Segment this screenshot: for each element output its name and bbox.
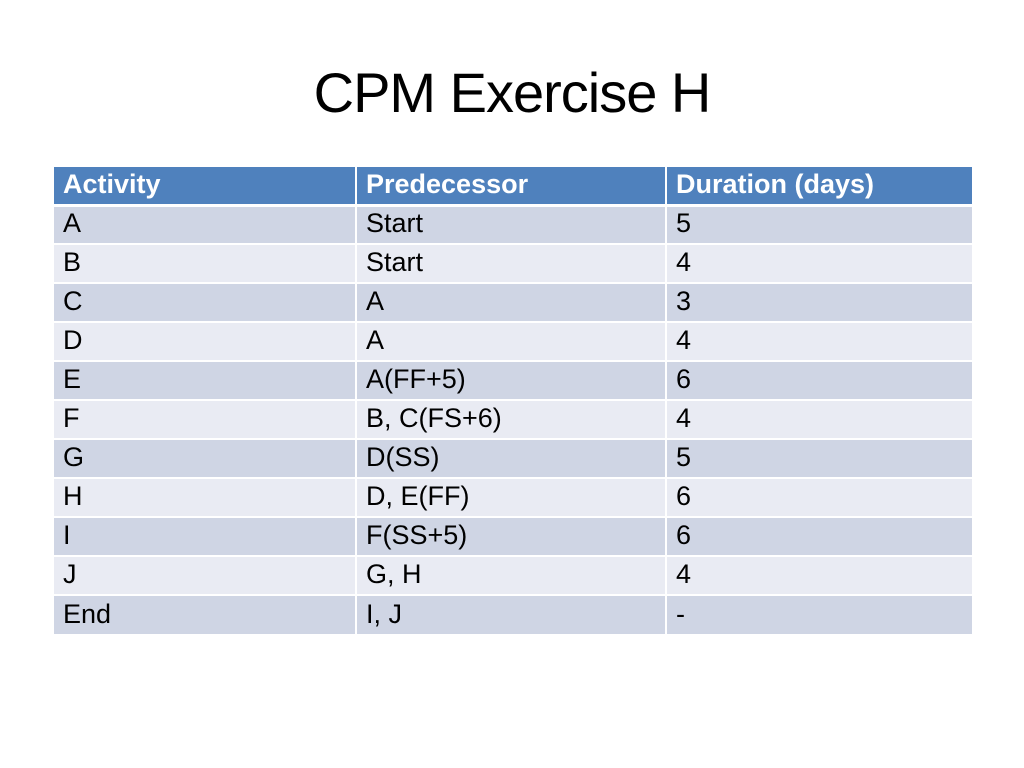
duration-cell: -	[665, 594, 972, 634]
duration-cell: 6	[665, 477, 972, 518]
duration-cell: 4	[665, 321, 972, 362]
predecessor-cell: G, H	[355, 555, 667, 596]
table-row: I F(SS+5) 6	[54, 516, 972, 557]
activity-cell: J	[54, 555, 357, 596]
duration-cell: 3	[665, 282, 972, 323]
duration-cell: 4	[665, 243, 972, 284]
activity-cell: D	[54, 321, 357, 362]
table-row: B Start 4	[54, 243, 972, 284]
duration-cell: 5	[665, 438, 972, 479]
activity-cell: C	[54, 282, 357, 323]
predecessor-cell: Start	[355, 204, 667, 245]
table-row: H D, E(FF) 6	[54, 477, 972, 518]
activity-cell: E	[54, 360, 357, 401]
table-row: End I, J-	[54, 594, 972, 634]
predecessor-cell: I, J	[355, 594, 667, 634]
predecessor-cell: A(FF+5)	[355, 360, 667, 401]
table-row: G D(SS) 5	[54, 438, 972, 479]
column-header-predecessor: Predecessor	[355, 167, 667, 207]
table-header: Activity Predecessor Duration (days)	[54, 167, 972, 207]
predecessor-cell: A	[355, 321, 667, 362]
predecessor-cell: F(SS+5)	[355, 516, 667, 557]
activity-cell: F	[54, 399, 357, 440]
predecessor-cell: A	[355, 282, 667, 323]
activity-cell: End	[54, 594, 357, 634]
activity-cell: A	[54, 204, 357, 245]
table-row: F B, C(FS+6) 4	[54, 399, 972, 440]
table-row: A Start 5	[54, 204, 972, 245]
duration-cell: 6	[665, 360, 972, 401]
activity-cell: G	[54, 438, 357, 479]
activity-cell: B	[54, 243, 357, 284]
table-body: A Start 5 B Start 4 C A 3 D A 4 E A(FF+5) 6 F B, C(FS+6)…	[54, 204, 972, 634]
duration-cell: 5	[665, 204, 972, 245]
duration-cell: 4	[665, 399, 972, 440]
predecessor-cell: D, E(FF)	[355, 477, 667, 518]
column-header-activity: Activity	[54, 167, 357, 207]
predecessor-cell: D(SS)	[355, 438, 667, 479]
duration-cell: 4	[665, 555, 972, 596]
predecessor-cell: B, C(FS+6)	[355, 399, 667, 440]
header-row: Activity Predecessor Duration (days)	[54, 167, 972, 207]
table-row: E A(FF+5) 6	[54, 360, 972, 401]
activity-cell: H	[54, 477, 357, 518]
column-header-duration: Duration (days)	[665, 167, 972, 207]
activity-cell: I	[54, 516, 357, 557]
predecessor-cell: Start	[355, 243, 667, 284]
cpm-activity-table: Activity Predecessor Duration (days) A St…	[54, 167, 972, 634]
duration-cell: 6	[665, 516, 972, 557]
slide-title: CPM Exercise H	[313, 61, 712, 124]
